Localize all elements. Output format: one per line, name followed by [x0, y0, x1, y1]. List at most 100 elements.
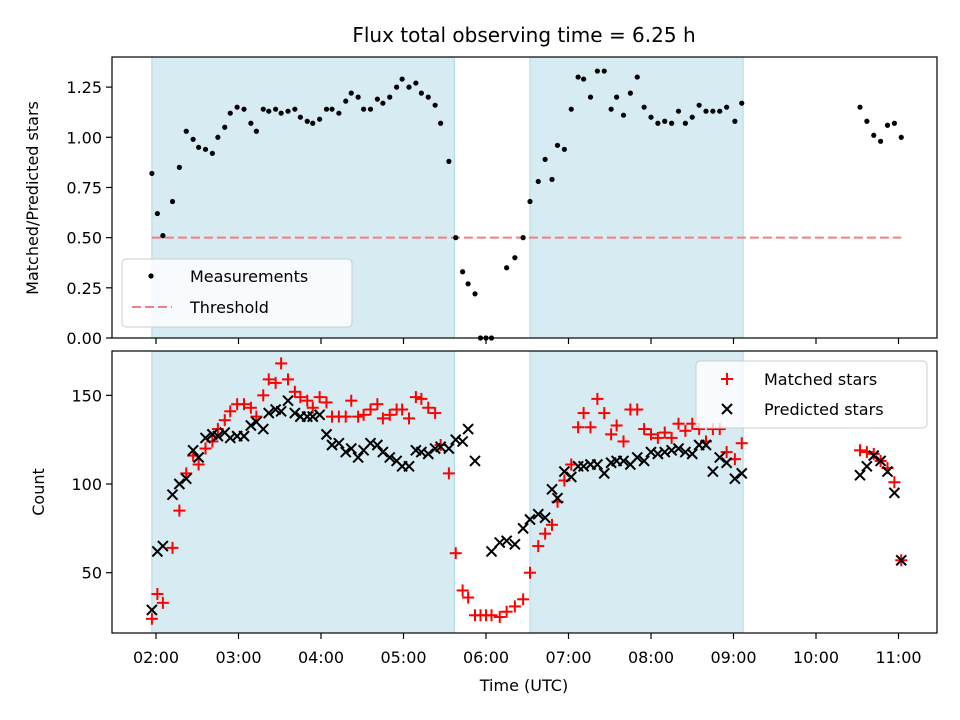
measurement-point [406, 85, 411, 90]
measurement-point [655, 121, 660, 126]
top-y-tick-label: 1.25 [66, 78, 102, 97]
measurement-point [504, 265, 509, 270]
top-y-tick-label: 0.00 [66, 329, 102, 348]
measurement-point [394, 85, 399, 90]
threshold-legend-label: Threshold [189, 298, 269, 317]
measurement-point [349, 91, 354, 96]
top-legend: Measurements Threshold [122, 259, 352, 327]
bottom-y-tick-label: 100 [71, 475, 102, 494]
measurement-point [642, 105, 647, 110]
measurement-point [628, 91, 633, 96]
measurement-point [857, 105, 862, 110]
top-y-tick-label: 0.75 [66, 178, 102, 197]
measurement-point [724, 105, 729, 110]
measurement-point [254, 129, 259, 134]
measurement-point [648, 115, 653, 120]
measurement-point [413, 80, 418, 85]
x-tick-label: 03:00 [215, 648, 261, 667]
measurement-point [453, 235, 458, 240]
measurement-point [683, 121, 688, 126]
measurement-point [739, 101, 744, 106]
x-tick-label: 06:00 [463, 648, 509, 667]
measurement-point [317, 117, 322, 122]
measurement-point [170, 199, 175, 204]
measurement-point [285, 109, 290, 114]
measurement-point [512, 255, 517, 260]
measurement-point [581, 76, 586, 81]
measurement-point [621, 113, 626, 118]
measurement-point [527, 199, 532, 204]
measurement-point [433, 103, 438, 108]
measurement-point [324, 107, 329, 112]
matched-legend-label: Matched stars [764, 370, 877, 389]
measurement-point [155, 211, 160, 216]
measurement-point [368, 107, 373, 112]
measurement-point [177, 165, 182, 170]
observing-window-2 [530, 57, 743, 338]
x-tick-label: 11:00 [875, 648, 921, 667]
x-axis-label: Time (UTC) [479, 676, 568, 695]
measurement-point [329, 107, 334, 112]
measurement-point [160, 233, 165, 238]
measurement-point [343, 99, 348, 104]
bottom-y-axis-label: Count [29, 468, 48, 516]
x-tick-label: 08:00 [628, 648, 674, 667]
measurement-point [864, 119, 869, 124]
measurement-point [569, 107, 574, 112]
measurement-point [215, 135, 220, 140]
measurement-point [310, 121, 315, 126]
measurement-point [419, 91, 424, 96]
measurement-point [305, 119, 310, 124]
measurement-point [279, 111, 284, 116]
measurement-point [635, 74, 640, 79]
measurement-point [885, 123, 890, 128]
chart-title: Flux total observing time = 6.25 h [352, 23, 695, 47]
measurement-point [609, 107, 614, 112]
measurement-point [298, 115, 303, 120]
measurement-point [210, 151, 215, 156]
measurement-point [595, 68, 600, 73]
bottom-legend: Matched stars Predicted stars [696, 361, 927, 428]
measurement-point [669, 121, 674, 126]
measurement-point [717, 109, 722, 114]
measurement-point [892, 121, 897, 126]
x-tick-label: 07:00 [545, 648, 591, 667]
measurement-point [426, 95, 431, 100]
measurement-point [899, 135, 904, 140]
measurement-point [375, 97, 380, 102]
top-y-axis-label: Matched/Predicted stars [23, 101, 42, 295]
measurement-point [878, 139, 883, 144]
measurement-point [336, 111, 341, 116]
bottom-observing-windows [152, 351, 743, 633]
measurement-point [543, 157, 548, 162]
measurement-point [446, 159, 451, 164]
measurement-point [266, 109, 271, 114]
bottom-y-tick-label: 150 [71, 386, 102, 405]
measurement-point [292, 107, 297, 112]
measurement-point [196, 145, 201, 150]
measurement-point [562, 147, 567, 152]
x-tick-label: 10:00 [793, 648, 839, 667]
measurement-point [576, 74, 581, 79]
measurement-point [222, 125, 227, 130]
measurement-point [676, 109, 681, 114]
measurement-point [710, 109, 715, 114]
predicted-legend-label: Predicted stars [764, 400, 884, 419]
top-y-tick-label: 0.25 [66, 279, 102, 298]
measurements-legend-label: Measurements [190, 267, 308, 286]
top-y-tick-label: 0.50 [66, 229, 102, 248]
measurement-point [521, 235, 526, 240]
measurement-point [871, 133, 876, 138]
measurement-point [536, 179, 541, 184]
measurement-point [438, 121, 443, 126]
measurement-point [191, 137, 196, 142]
measurement-point [203, 147, 208, 152]
measurement-point [697, 103, 702, 108]
measurement-point [588, 95, 593, 100]
measurement-point [472, 291, 477, 296]
measurement-point [602, 68, 607, 73]
x-tick-label: 09:00 [710, 648, 756, 667]
measurement-point [241, 107, 246, 112]
measurement-point [690, 115, 695, 120]
measurement-point [149, 171, 154, 176]
